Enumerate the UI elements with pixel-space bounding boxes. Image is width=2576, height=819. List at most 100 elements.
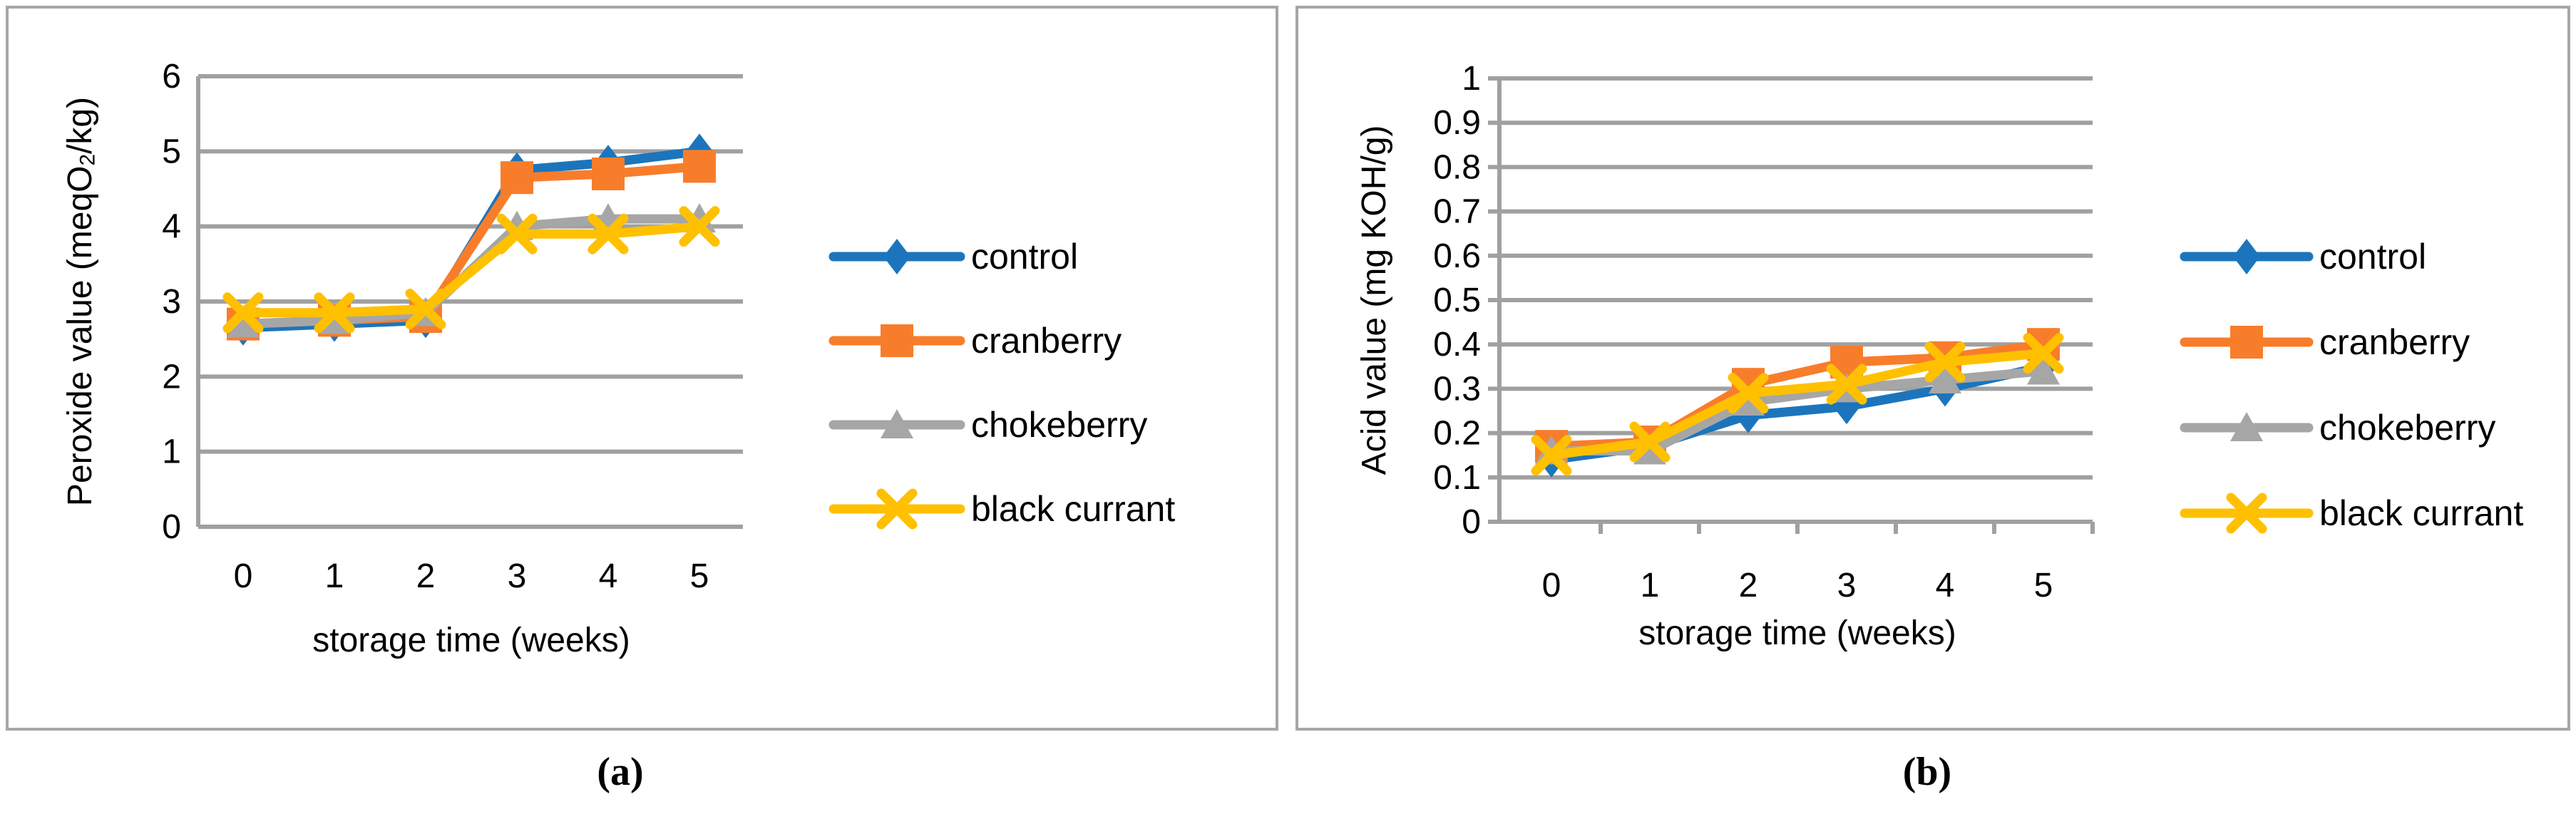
y-tick-labels: 0 0.1 0.2 0.3 0.4 0.5 0.6 0.7 0.8 0.9 1 (1433, 60, 1481, 541)
chart-panel-b: 0 0.1 0.2 0.3 0.4 0.5 0.6 0.7 0.8 0.9 1 0 1 2 3 4 5 stora… (1295, 6, 2570, 731)
data-point-marker (683, 150, 716, 183)
y-tick-label: 0 (162, 508, 181, 546)
peroxide-value-chart: 0 1 2 3 4 5 6 0 1 2 3 4 5 storage time (weeks) Peroxid… (61, 58, 1176, 659)
y-tick-label: 0.1 (1433, 458, 1481, 496)
text-run: Peroxide value (meqO (61, 166, 99, 507)
caption-a: (a) (597, 750, 644, 794)
text-run: chokeberry (2319, 408, 2495, 448)
y-tick-label: 0.9 (1433, 104, 1481, 142)
text-run: black currant (971, 489, 1175, 529)
text-run: 5 (690, 557, 709, 595)
square-marker-icon (2230, 326, 2263, 359)
text-run: 1 (1462, 60, 1481, 98)
text-run: 0 (1542, 567, 1561, 604)
legend-item-control: control (2180, 237, 2426, 277)
legend-label: cranberry (971, 321, 1122, 361)
diamond-marker-icon (2233, 239, 2260, 274)
text-run: /kg) (61, 97, 99, 154)
legend-item-cranberry: cranberry (2180, 322, 2470, 362)
text-run: chokeberry (971, 405, 1147, 445)
x-tick-label: 4 (599, 557, 618, 595)
text-run: 1 (325, 557, 344, 595)
chart-panel-a: 0 1 2 3 4 5 6 0 1 2 3 4 5 storage time (weeks) Peroxid… (6, 6, 1278, 731)
text-run: 3 (162, 283, 181, 321)
y-tick-label: 0.4 (1433, 326, 1481, 364)
data-point-marker (1732, 386, 1765, 416)
data-point-marker (314, 292, 355, 334)
x-tick-label: 4 (1936, 567, 1955, 604)
legend-label: chokeberry (971, 405, 1147, 445)
x-axis-title: storage time (weeks) (1638, 614, 1956, 652)
text-run: 4 (1936, 567, 1955, 604)
text-run: 3 (1837, 567, 1857, 604)
text-run: 5 (2034, 567, 2053, 604)
legend-item-cranberry: cranberry (828, 321, 1122, 361)
data-point-marker (222, 292, 264, 334)
text-run: 0.8 (1433, 148, 1481, 186)
text-run: Acid value (mg KOH/g) (1355, 125, 1393, 475)
series-black-currant (1531, 333, 2064, 476)
x-axis-title: storage time (weeks) (312, 622, 630, 659)
text-run: 5 (162, 133, 181, 170)
x-tick-label: 2 (1739, 567, 1758, 604)
x-tick-label: 3 (1837, 567, 1857, 604)
legend-item-black-currant: black currant (2180, 493, 2523, 534)
data-point-marker (1629, 421, 1671, 463)
legend-item-chokeberry: chokeberry (2180, 408, 2495, 448)
text-run: 4 (162, 207, 181, 245)
data-point-marker (496, 213, 538, 254)
text-run: 2 (416, 557, 436, 595)
text-run: storage time (weeks) (1638, 614, 1956, 652)
y-tick-label: 0.7 (1433, 192, 1481, 230)
x-marker-icon (2226, 493, 2267, 534)
legend-label: black currant (2319, 493, 2523, 533)
x-tick-labels: 0 1 2 3 4 5 (234, 557, 709, 595)
y-tick-label: 3 (162, 283, 181, 321)
text-run: 6 (162, 58, 181, 96)
legend-label: black currant (971, 489, 1175, 529)
triangle-marker-icon (2230, 412, 2263, 441)
square-marker-icon (881, 324, 913, 357)
text-run: 1 (1641, 567, 1660, 604)
text-run: 0.3 (1433, 370, 1481, 408)
x-axis-ticks (1599, 522, 2095, 534)
text-run: black currant (2319, 493, 2523, 533)
data-point-marker (1929, 364, 1961, 393)
y-tick-label: 1 (1462, 60, 1481, 98)
x-tick-label: 3 (508, 557, 527, 595)
data-point-marker (1826, 364, 1867, 405)
subscript: 2 (76, 154, 99, 166)
series-black-currant (222, 206, 720, 334)
text-run: 1 (162, 433, 181, 470)
data-point-marker (2023, 333, 2064, 374)
acid-value-chart: 0 0.1 0.2 0.3 0.4 0.5 0.6 0.7 0.8 0.9 1 0 1 2 3 4 5 stora… (1355, 60, 2524, 652)
text-run: cranberry (2319, 322, 2470, 362)
text-run: 0.9 (1433, 104, 1481, 142)
y-tick-label: 6 (162, 58, 181, 96)
text-run: 3 (508, 557, 527, 595)
x-tick-label: 1 (1641, 567, 1660, 604)
legend-item-control: control (828, 237, 1078, 277)
data-point-marker (227, 308, 260, 338)
y-tick-label: 1 (162, 433, 181, 470)
x-tick-label: 5 (690, 557, 709, 595)
y-axis-title: Acid value (mg KOH/g) (1355, 125, 1393, 475)
text-run: 0 (162, 508, 181, 546)
text-run: 0.1 (1433, 458, 1481, 496)
data-point-marker (587, 213, 629, 254)
x-tick-label: 2 (416, 557, 436, 595)
text-run: 0.2 (1433, 414, 1481, 452)
data-point-marker (1924, 341, 1966, 383)
text-run: 0.5 (1433, 282, 1481, 319)
text-run: 0.6 (1433, 237, 1481, 274)
y-tick-label: 0.2 (1433, 414, 1481, 452)
text-run: 0.7 (1433, 192, 1481, 230)
text-run: 2 (1739, 567, 1758, 604)
data-point-marker (501, 161, 533, 195)
y-tick-label: 0.6 (1433, 237, 1481, 274)
data-point-marker (1531, 435, 1572, 476)
y-tick-labels: 0 1 2 3 4 5 6 (162, 58, 181, 546)
series-line (1546, 349, 2048, 460)
text-run: 0 (1462, 503, 1481, 541)
series-line (238, 222, 704, 318)
